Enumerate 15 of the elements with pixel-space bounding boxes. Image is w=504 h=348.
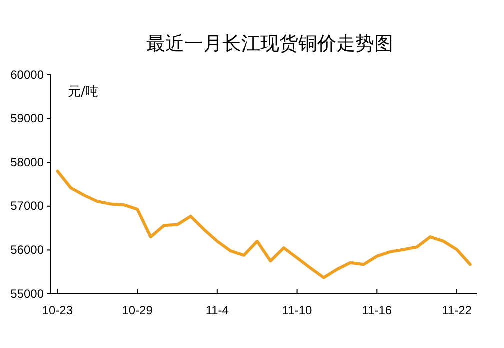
y-tick-label: 59000 <box>10 112 44 126</box>
y-tick-label: 56000 <box>10 243 44 258</box>
x-tick-label: 11-22 <box>442 304 472 318</box>
chart-title: 最近一月长江现货铜价走势图 <box>146 33 394 55</box>
x-tick-label: 11-4 <box>206 304 230 318</box>
x-tick-label: 11-10 <box>282 304 312 318</box>
y-axis-title: 元/吨 <box>68 85 98 100</box>
y-tick-label: 58000 <box>10 155 44 170</box>
x-tick-label: 11-16 <box>362 304 392 318</box>
x-tick-label: 10-23 <box>42 304 74 318</box>
y-tick-label: 60000 <box>10 68 44 82</box>
y-tick-label: 57000 <box>10 199 44 214</box>
line-series <box>56 170 472 280</box>
y-tick-label: 55000 <box>10 286 44 301</box>
x-tick-label: 10-29 <box>122 304 154 318</box>
